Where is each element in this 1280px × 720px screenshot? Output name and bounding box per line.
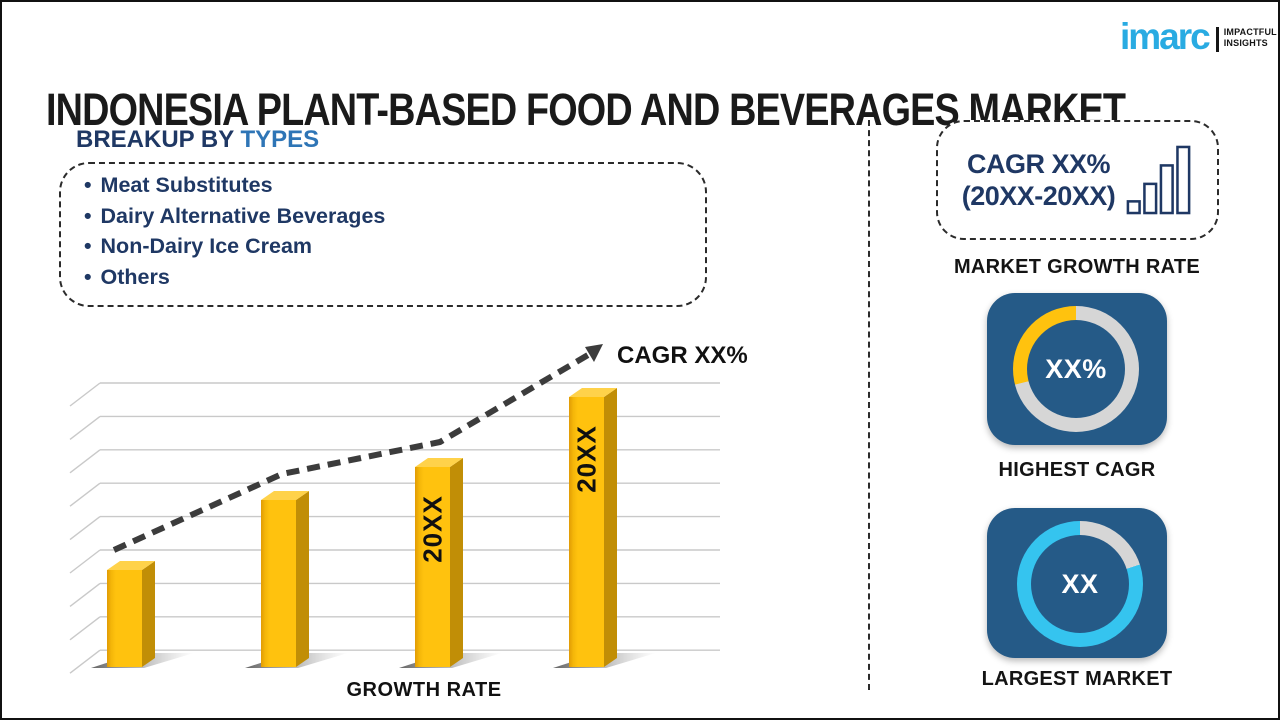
vertical-dashed-divider: [868, 120, 870, 690]
breakup-heading: BREAKUP BY TYPES: [76, 126, 319, 154]
bar-front: [261, 500, 296, 667]
imarc-logo-wordmark: imarc: [1120, 16, 1211, 57]
cagr-card-line2: (20XX-20XX): [961, 181, 1116, 211]
ascending-bars-icon: [1126, 145, 1191, 215]
breakup-heading-prefix: BREAKUP BY: [76, 126, 234, 153]
gridline-depth-tick: [69, 382, 101, 407]
gridline-depth-tick: [69, 582, 101, 607]
bar-side: [604, 388, 617, 667]
logo-divider: [1215, 27, 1219, 52]
breakup-item: • Dairy Alternative Beverages: [84, 203, 386, 228]
gridline-depth-tick: [69, 549, 101, 574]
highest-cagr-donut-chart: XX%: [1013, 306, 1139, 432]
largest-market-value: XX: [1031, 535, 1129, 633]
bar-side: [296, 491, 309, 667]
breakup-heading-highlight: TYPES: [240, 126, 320, 153]
bar-year-label: 20XX: [572, 425, 602, 493]
cagr-trend-line: [112, 352, 590, 553]
market-growth-rate-caption: MARKET GROWTH RATE: [953, 256, 1201, 278]
breakup-dashed-box: [59, 162, 707, 307]
largest-market-donut-chart: XX: [1017, 521, 1143, 647]
gridline-depth-tick: [69, 649, 101, 674]
imarc-logo: imarc IMPACTFUL INSIGHTS: [1120, 18, 1277, 55]
cagr-trend-annotation: CAGR XX%: [617, 342, 748, 369]
bar-top: [261, 491, 309, 500]
gridline-depth-tick: [69, 415, 101, 440]
bar-side: [450, 458, 463, 667]
gridline-depth-tick: [69, 449, 101, 474]
breakup-item: • Non-Dairy Ice Cream: [84, 234, 313, 258]
cagr-card-line1: CAGR XX%: [966, 149, 1111, 179]
breakup-list: • Meat Substitutes • Dairy Alternative Beve…: [84, 170, 385, 292]
gridline-depth-tick: [69, 516, 101, 541]
cagr-card-text: CAGR XX% (20XX-20XX): [962, 148, 1116, 212]
bar-year-label: 20XX: [418, 495, 448, 563]
logo-tagline: IMPACTFUL INSIGHTS: [1224, 27, 1277, 50]
breakup-item: • Others: [84, 264, 170, 289]
highest-cagr-panel: XX%: [987, 293, 1167, 445]
bar-top: [107, 561, 155, 570]
trend-arrowhead-icon: [585, 344, 603, 362]
gridline-depth-tick: [69, 616, 101, 641]
bar-top: [569, 388, 617, 397]
bar-side: [142, 561, 155, 667]
largest-market-panel: XX: [987, 508, 1167, 658]
highest-cagr-value: XX%: [1027, 320, 1125, 418]
chart-xaxis-label: GROWTH RATE: [346, 679, 502, 701]
bar-front: [415, 467, 450, 667]
logo-tagline-line1: IMPACTFUL: [1223, 27, 1277, 37]
logo-tagline-line2: INSIGHTS: [1223, 38, 1268, 49]
market-growth-rate-card: CAGR XX% (20XX-20XX): [936, 120, 1219, 240]
breakup-item: • Meat Substitutes: [84, 173, 273, 197]
bar-front: [107, 570, 142, 667]
bar-top: [415, 458, 463, 467]
growth-rate-bar-chart: 20XX 20XX: [69, 344, 720, 674]
highest-cagr-caption: HIGHEST CAGR: [998, 459, 1156, 481]
largest-market-caption: LARGEST MARKET: [981, 668, 1173, 690]
bar-front: [569, 397, 604, 667]
gridline-depth-tick: [69, 482, 101, 507]
